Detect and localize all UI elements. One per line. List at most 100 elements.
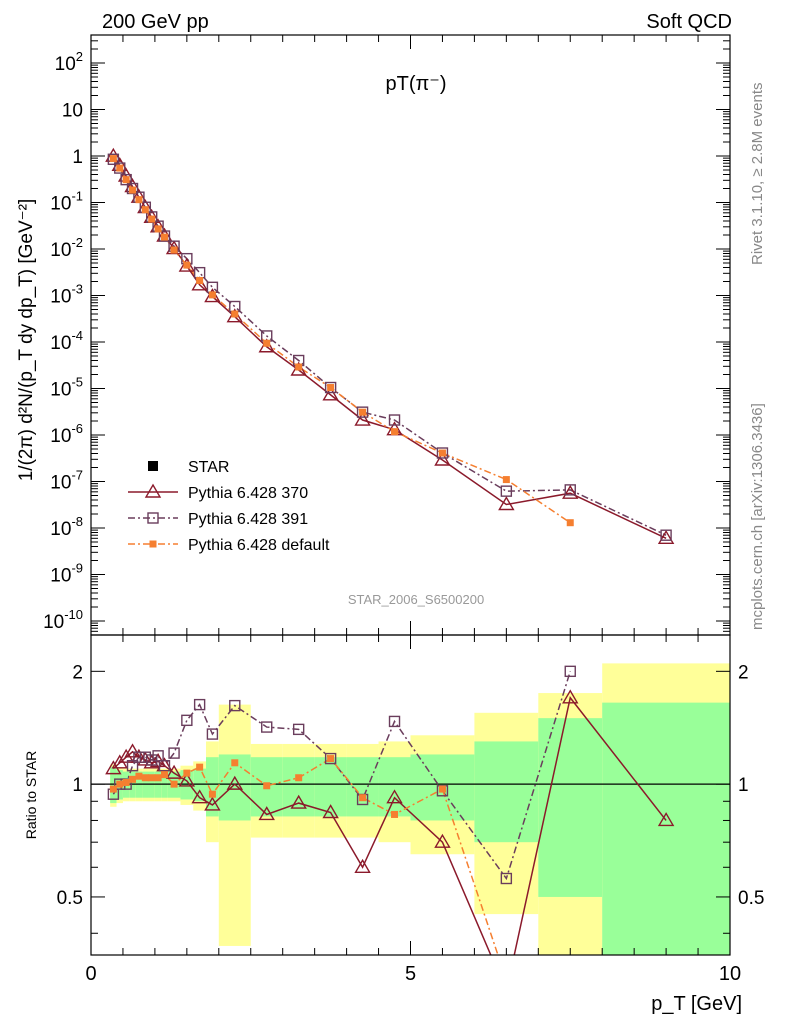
y-tick-label-9: 10-1: [50, 188, 83, 214]
ratio-y-tick-left-0: 0.5: [57, 888, 83, 909]
ratio-point-0-12: [204, 796, 221, 811]
ratio-point-2-0: [109, 785, 117, 793]
band-inner-11: [193, 768, 207, 802]
main-point-1-18: [388, 414, 401, 426]
y-axis-label-top: 1/(2π) d²N/(p_T dy dp_T) [GeV⁻²]: [16, 199, 37, 482]
main-point-1-2: [120, 173, 132, 186]
main-point-2-20: [502, 476, 510, 484]
y-tick-label-2: 10-8: [50, 514, 83, 540]
band-inner-16: [314, 757, 347, 817]
band-inner-20: [474, 741, 539, 843]
main-point-2-0: [109, 155, 117, 163]
band-inner-17: [346, 757, 379, 817]
main-point-0-17: [354, 411, 371, 426]
main-point-1-1: [114, 162, 126, 174]
x-tick-label-2: 10: [719, 963, 741, 985]
mcplots-text: mcplots.cern.ch [arXiv:1306.3436]: [749, 403, 766, 630]
ratio-point-0-10: [178, 772, 196, 787]
ratio-point-1-4: [133, 751, 145, 763]
ratio-point-2-15: [295, 774, 303, 782]
plot-title: pT(π⁻): [385, 73, 446, 95]
y-tick-label-11: 10: [62, 100, 83, 121]
band-outer-13: [218, 704, 251, 946]
main-point-2-5: [141, 206, 149, 214]
ratio-point-2-17: [359, 794, 367, 802]
ratio-point-1-11: [193, 698, 206, 711]
ratio-point-1-5: [139, 751, 152, 763]
main-series-lines: [112, 155, 667, 539]
main-point-2-19: [438, 449, 446, 457]
main-point-2-8: [160, 233, 168, 241]
main-point-2-13: [231, 310, 239, 318]
ratio-point-2-18: [391, 810, 399, 818]
main-point-1-19: [436, 447, 449, 459]
ratio-point-1-21: [564, 665, 576, 678]
legend-marker-0: [148, 461, 158, 471]
main-point-0-20: [498, 496, 515, 511]
ratio-point-1-9: [168, 747, 180, 759]
y-tick-label-1: 10-9: [50, 561, 83, 587]
axes-frames: 0 5 10 10-10 10-9 10-8 10-7 10-6 10-5 10-4 10-3 10-…: [43, 34, 764, 985]
main-point-2-16: [327, 384, 335, 392]
legend-label-2: Pythia 6.428 391: [188, 511, 308, 528]
ratio-point-1-20: [500, 872, 513, 885]
ratio-point-1-7: [152, 750, 164, 762]
main-point-2-10: [183, 261, 191, 269]
main-point-2-2: [122, 176, 130, 184]
ratio-point-2-10: [183, 769, 191, 777]
legend-label-0: STAR: [188, 459, 229, 476]
y-tick-label-12: 102: [55, 49, 83, 75]
ratio-point-2-7: [154, 774, 162, 782]
ratio-point-1-8: [158, 759, 171, 772]
ratio-point-0-22: [657, 812, 675, 827]
main-point-0-19: [434, 451, 451, 466]
x-axis-label: p_T [GeV]: [651, 993, 742, 1015]
ratio-y-tick-right-1: 1: [738, 775, 749, 796]
main-point-2-21: [566, 519, 574, 527]
ratio-point-1-3: [126, 759, 139, 772]
y-tick-label-0: 10-10: [43, 607, 83, 633]
band-inner-0: [110, 767, 117, 804]
ratio-y-tick-left-2: 2: [72, 662, 83, 683]
main-point-2-4: [135, 196, 143, 204]
y-tick-label-8: 10-2: [50, 235, 83, 261]
ratio-point-2-13: [231, 759, 239, 767]
band-inner-18: [378, 757, 411, 817]
ratio-point-1-15: [292, 723, 305, 736]
legend-label-1: Pythia 6.428 370: [188, 485, 308, 502]
main-point-2-1: [116, 164, 124, 172]
ratio-point-1-10: [181, 714, 193, 727]
ratio-point-0-5: [137, 751, 154, 766]
ratio-point-0-11: [191, 789, 208, 804]
ratio-line-0: [112, 696, 667, 955]
header-right: Soft QCD: [646, 11, 732, 33]
ratio-point-2-9: [170, 780, 178, 788]
main-point-2-14: [263, 339, 271, 347]
y-tick-label-7: 10-3: [50, 281, 83, 307]
ratio-point-0-14: [258, 806, 275, 821]
main-series-markers: [105, 147, 675, 545]
main-point-2-17: [359, 408, 367, 416]
band-inner-10: [180, 770, 194, 800]
ratio-point-2-11: [196, 763, 204, 771]
ratio-point-1-16: [324, 752, 337, 765]
ratio-point-1-13: [229, 699, 241, 712]
ratio-point-2-12: [208, 790, 216, 798]
legend-marker-1: [144, 483, 162, 498]
main-point-2-12: [208, 291, 216, 299]
ratio-uncertainty-bands: [91, 663, 730, 955]
main-point-1-20: [500, 485, 513, 497]
ratio-point-0-21: [562, 689, 579, 704]
ratio-point-2-1: [116, 780, 124, 788]
ratio-point-0-3: [124, 743, 141, 758]
main-point-1-8: [158, 230, 171, 242]
x-tick-label-0: 0: [85, 963, 96, 985]
ratio-point-0-15: [290, 794, 307, 809]
main-point-1-21: [564, 484, 576, 496]
ratio-point-2-14: [263, 782, 271, 790]
y-tick-label-6: 10-4: [50, 328, 83, 354]
ratio-point-2-6: [148, 774, 156, 782]
ratio-point-0-19: [434, 833, 451, 848]
legend-marker-3: [149, 540, 157, 548]
main-point-1-17: [356, 406, 369, 418]
